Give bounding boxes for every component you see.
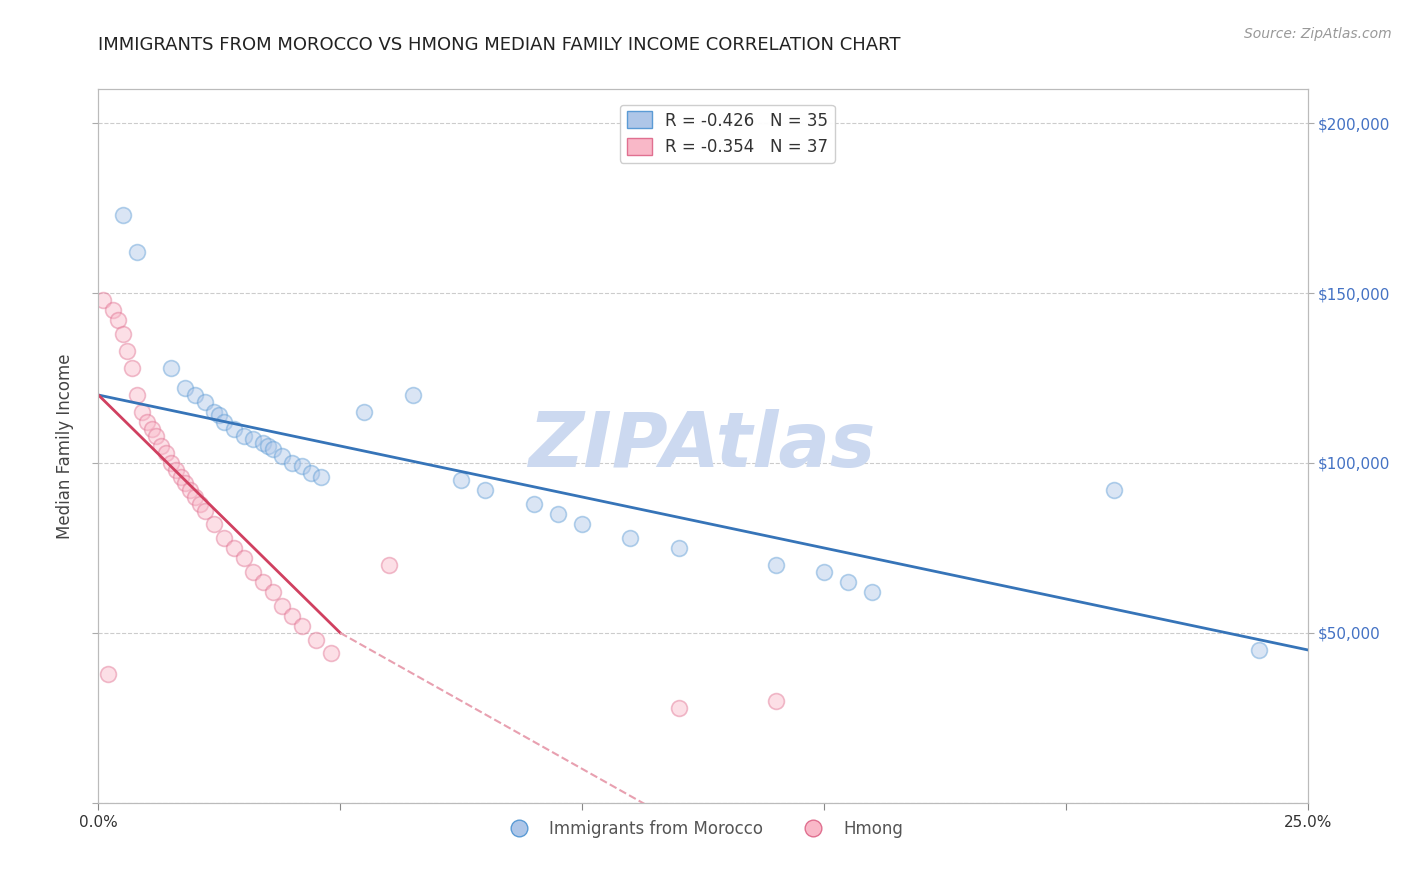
Point [204,405,226,419]
Point [1102,483,1125,498]
Text: Source: ZipAtlas.com: Source: ZipAtlas.com [1244,27,1392,41]
Point [131,405,153,419]
Point [377,558,399,572]
Point [212,531,235,545]
Point [107,313,129,327]
Point [145,429,167,443]
Point [353,405,375,419]
Point [222,541,245,555]
Point [111,326,134,341]
Point [571,517,593,532]
Point [232,429,254,443]
Text: IMMIGRANTS FROM MOROCCO VS HMONG MEDIAN FAMILY INCOME CORRELATION CHART: IMMIGRANTS FROM MOROCCO VS HMONG MEDIAN … [98,36,901,54]
Point [281,608,304,623]
Point [150,439,173,453]
Point [135,415,157,429]
Point [101,303,124,318]
Legend: Immigrants from Morocco, Hmong: Immigrants from Morocco, Hmong [496,814,910,845]
Point [188,497,211,511]
Point [222,422,245,436]
Point [765,558,787,572]
Point [290,619,312,633]
Point [194,503,217,517]
Point [837,574,859,589]
Point [256,439,278,453]
Point [174,476,197,491]
Point [165,463,187,477]
Point [212,415,235,429]
Point [252,435,274,450]
Point [668,541,690,555]
Point [319,646,342,660]
Point [523,497,546,511]
Point [262,585,284,599]
Point [111,208,134,222]
Point [765,694,787,708]
Point [305,632,328,647]
Point [208,409,231,423]
Point [194,394,217,409]
Point [271,599,294,613]
Point [242,565,264,579]
Point [174,381,197,395]
Point [232,551,254,566]
Point [474,483,496,498]
Point [184,490,207,504]
Point [309,469,332,483]
Point [141,422,163,436]
Point [127,388,149,402]
Point [155,446,177,460]
Point [547,507,569,521]
Point [121,360,143,375]
Point [169,469,191,483]
Point [91,293,114,307]
Point [1249,643,1271,657]
Text: ZIPAtlas: ZIPAtlas [529,409,877,483]
Point [450,473,472,487]
Point [813,565,835,579]
Point [179,483,201,498]
Point [271,449,294,463]
Point [204,517,226,532]
Point [127,245,149,260]
Point [117,343,139,358]
Point [668,700,690,714]
Point [160,456,183,470]
Point [184,388,207,402]
Point [281,456,304,470]
Point [242,432,264,446]
Point [252,574,274,589]
Point [160,360,183,375]
Y-axis label: Median Family Income: Median Family Income [56,353,75,539]
Point [299,466,322,480]
Point [290,459,312,474]
Point [402,388,425,402]
Point [97,666,120,681]
Point [262,442,284,457]
Point [619,531,641,545]
Point [860,585,883,599]
